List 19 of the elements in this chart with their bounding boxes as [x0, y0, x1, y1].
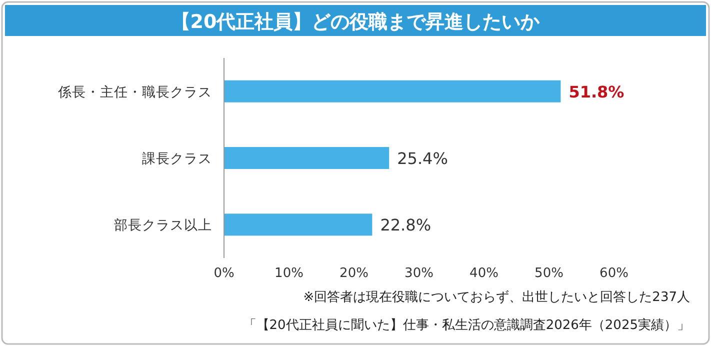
x-tick-label: 60%: [600, 266, 628, 281]
data-label: 22.8%: [380, 216, 432, 235]
x-tick-label: 30%: [404, 266, 434, 281]
x-tick-label: 0%: [214, 266, 234, 281]
bar: [224, 214, 372, 236]
data-label: 51.8%: [568, 82, 624, 102]
x-tick-label: 20%: [340, 266, 368, 281]
chart-title: 【20代正社員】どの役職まで昇進したいか: [171, 11, 541, 33]
y-tick-label: 係長・主任・職長クラス: [57, 84, 212, 100]
y-tick-label: 部長クラス以上: [114, 218, 212, 234]
x-tick-label: 40%: [470, 266, 498, 281]
bar: [224, 147, 390, 169]
y-tick-label: 課長クラス: [142, 151, 212, 167]
x-tick-label: 50%: [534, 266, 564, 281]
data-label: 25.4%: [397, 149, 448, 168]
text: 「【20代正社員に聞いた】仕事・私生活の意識調査2026年（2025実績）」: [243, 317, 690, 333]
bar: [224, 80, 561, 102]
x-tick-label: 10%: [274, 266, 304, 281]
text: ※回答者は現在役職についておらず、出世したいと回答した237人: [303, 290, 690, 305]
